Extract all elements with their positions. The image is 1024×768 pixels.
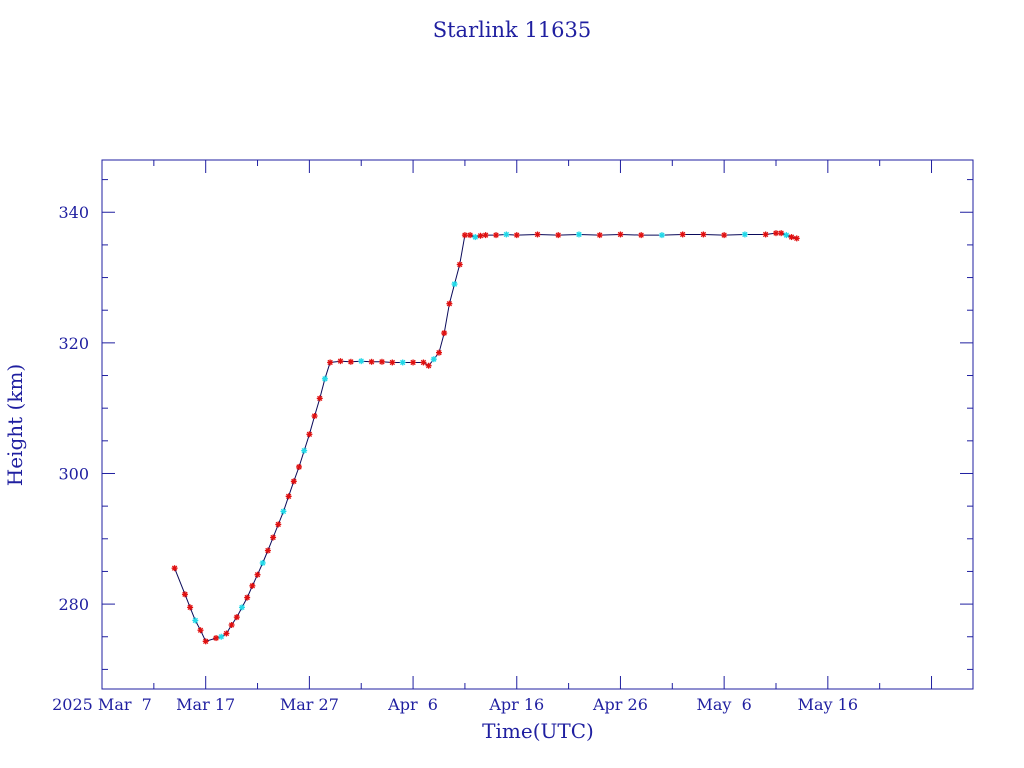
data-point-marker [368,358,375,365]
data-point-marker [741,231,748,238]
data-point-marker [617,231,624,238]
data-point-marker [482,232,489,239]
data-point-marker [441,330,448,337]
data-point-marker [596,232,603,239]
y-axis-title: Height (km) [3,364,27,486]
y-tick-label: 280 [58,595,89,614]
y-tick-label: 340 [58,203,89,222]
data-point-marker [700,231,707,238]
data-point-marker [778,230,785,237]
data-point-marker [446,300,453,307]
plot-frame [101,159,974,690]
data-point-marker [223,630,230,637]
data-point-marker [192,617,199,624]
data-point-marker [477,232,484,239]
data-point-marker [389,359,396,366]
data-point-marker [425,362,432,369]
data-point-marker [399,359,406,366]
x-tick-label: 2025 Mar 7 [52,695,152,714]
series-line [174,232,797,642]
data-point-marker [638,232,645,239]
x-tick-label: Apr 26 [592,695,648,714]
x-tick-label: Apr 6 [387,695,438,714]
y-tick-label: 320 [58,334,89,353]
data-point-marker [296,463,303,470]
data-point-marker [202,638,209,645]
data-point-marker [451,281,458,288]
data-point-marker [316,395,323,402]
data-point-marker [378,358,385,365]
data-point-marker [788,234,795,241]
data-point-marker [762,231,769,238]
data-point-marker [358,358,365,365]
data-point-marker [783,232,790,239]
data-point-marker [244,594,251,601]
data-point-marker [233,614,240,621]
data-point-marker [228,621,235,628]
data-point-marker [555,232,562,239]
data-point-marker [187,604,194,611]
data-point-marker [280,508,287,515]
data-point-marker [472,234,479,241]
data-point-marker [270,534,277,541]
data-point-marker [658,232,665,239]
data-point-marker [327,359,334,366]
data-point-marker [772,230,779,237]
data-point-marker [467,232,474,239]
data-point-marker [534,231,541,238]
data-point-marker [301,447,308,454]
data-point-marker [259,559,266,566]
data-point-marker [285,493,292,500]
data-point-marker [410,359,417,366]
data-point-marker [503,231,510,238]
data-point-marker [513,232,520,239]
x-axis: 2025 Mar 7 Mar 17 Mar 27 Apr 6 Apr 16 Apr 26 M… [52,160,933,714]
data-point-marker [249,582,256,589]
series-layer [171,230,800,645]
data-point-marker [254,571,261,578]
data-point-marker [275,521,282,528]
x-tick-label: May 6 [696,695,751,714]
data-point-marker [430,356,437,363]
x-tick-label: Mar 27 [280,695,339,714]
data-point-marker [171,565,178,572]
data-point-marker [290,478,297,485]
data-point-marker [793,235,800,242]
x-tick-label: Apr 16 [488,695,544,714]
data-point-marker [218,633,225,640]
data-point-marker [493,232,500,239]
data-point-marker [197,627,204,634]
x-tick-label: May 16 [798,695,858,714]
data-point-marker [321,375,328,382]
data-point-marker [435,349,442,356]
data-point-marker [213,635,220,642]
data-point-marker [679,231,686,238]
data-point-marker [306,431,313,438]
data-point-marker [575,231,582,238]
data-point-marker [456,261,463,268]
x-axis-title: Time(UTC) [482,719,594,743]
x-tick-label: Mar 17 [176,695,235,714]
data-point-marker [238,604,245,611]
data-point-marker [721,232,728,239]
data-point-marker [337,358,344,365]
data-point-marker [264,547,271,554]
data-point-marker [311,413,318,420]
chart-title: Starlink 11635 [433,18,592,42]
data-point-marker [181,591,188,598]
y-tick-label: 300 [58,464,89,483]
y-axis: 280 300 320 340 [58,179,973,670]
data-point-marker [420,359,427,366]
data-point-marker [347,358,354,365]
data-point-marker [461,232,468,239]
